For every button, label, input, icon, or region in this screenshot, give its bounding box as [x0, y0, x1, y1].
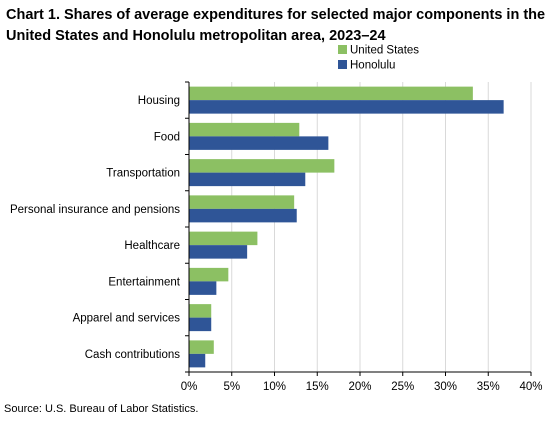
legend-swatch	[338, 45, 347, 54]
bar-honolulu	[189, 136, 329, 150]
bar-united-states	[189, 86, 473, 101]
x-tick-label: 5%	[223, 381, 240, 393]
bars	[189, 86, 504, 368]
bar-honolulu	[189, 208, 297, 223]
chart-title: Chart 1. Shares of average expenditures …	[6, 7, 546, 44]
bar-united-states	[189, 195, 295, 209]
legend-swatch	[338, 60, 347, 69]
category-label: Apparel and services	[73, 313, 181, 325]
category-labels: Housing Food Transportation Personal insura…	[10, 95, 181, 361]
legend-label: United States	[350, 45, 419, 57]
category-label: Transportation	[106, 168, 180, 180]
bar-united-states	[189, 304, 212, 318]
bar-united-states	[189, 122, 300, 137]
bar-honolulu	[189, 245, 248, 259]
x-tick-label: 25%	[391, 381, 414, 393]
legend-label: Honolulu	[350, 60, 395, 72]
bar-honolulu	[189, 172, 306, 187]
category-label: Cash contributions	[85, 349, 180, 361]
x-tick-label: 15%	[306, 381, 329, 393]
source-note: Source: U.S. Bureau of Labor Statistics.	[4, 403, 199, 415]
bar-honolulu	[189, 317, 212, 332]
category-label: Housing	[138, 95, 180, 107]
bar-united-states	[189, 267, 229, 282]
x-tick-label: 30%	[434, 381, 457, 393]
category-label: Healthcare	[124, 240, 180, 252]
x-tick-label: 20%	[348, 381, 371, 393]
category-label: Personal insurance and pensions	[10, 204, 180, 216]
category-label: Entertainment	[108, 276, 180, 288]
bar-honolulu	[189, 100, 504, 114]
legend: United States Honolulu	[338, 45, 419, 72]
bar-honolulu	[189, 353, 206, 368]
x-tick-label: 35%	[477, 381, 500, 393]
x-tick-label: 10%	[263, 381, 286, 393]
bar-honolulu	[189, 281, 217, 295]
x-tick-label: 40%	[519, 381, 542, 393]
bar-united-states	[189, 159, 335, 173]
x-tick-label: 0%	[181, 381, 198, 393]
bar-united-states	[189, 231, 258, 246]
bar-united-states	[189, 340, 214, 354]
category-label: Food	[154, 131, 180, 143]
x-axis: 0% 5% 10% 15% 20% 25% 30% 35% 40%	[181, 81, 543, 393]
